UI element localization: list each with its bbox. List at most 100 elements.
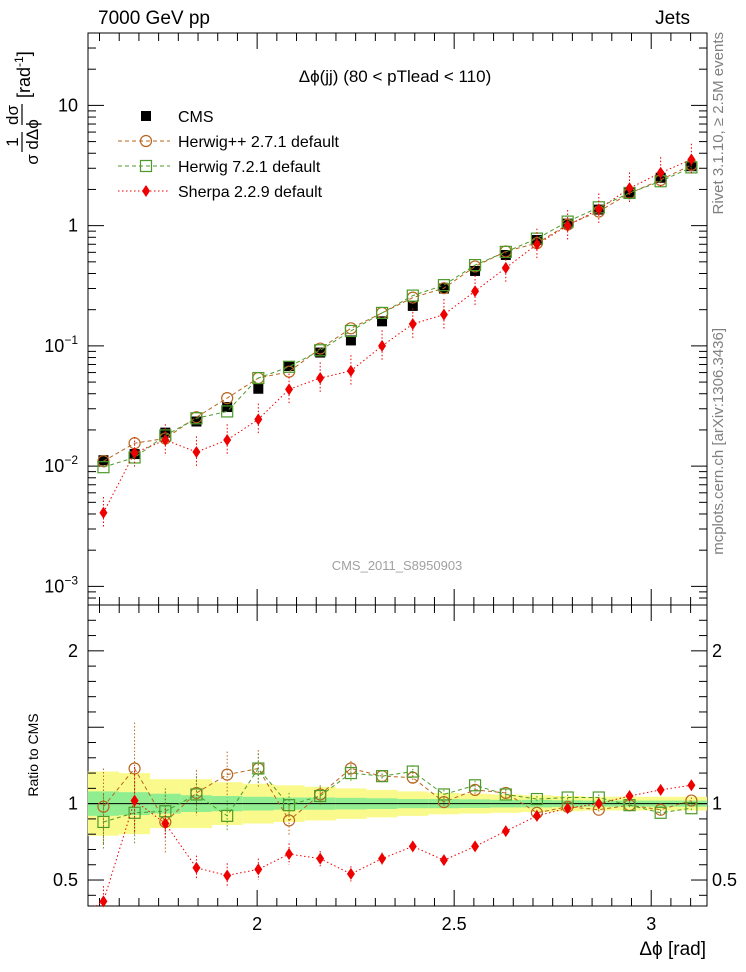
y-tick-label-base: 10 xyxy=(44,456,64,476)
main-plot-frame xyxy=(87,32,708,606)
ratio-point-sherpa-2-2-9-default xyxy=(99,895,108,908)
main-point-herwig-7-2-1-default xyxy=(499,245,512,258)
legend-label-herwig-7-2-1-default: Herwig 7.2.1 default xyxy=(178,159,321,176)
ratio-point-herwig-7-2-1-default xyxy=(252,762,265,775)
ratio-y-tick-label-right: 2 xyxy=(712,641,722,661)
y-tick-label: 10 xyxy=(58,95,78,115)
y-tick-label-base: 10 xyxy=(44,336,64,356)
main-point-cms xyxy=(253,383,264,394)
legend-marker-herwig-7-2-1-default xyxy=(139,159,153,173)
header-energy-label: 7000 GeV pp xyxy=(98,8,210,29)
ratio-point-herwig-7-2-1-default xyxy=(159,805,172,818)
main-point-herwig-7-2-1-default xyxy=(344,324,358,338)
ratio-point-sherpa-2-2-9-default xyxy=(625,789,634,802)
ratio-point-sherpa-2-2-9-default xyxy=(254,863,263,876)
ratio-point-herwig-7-2-1-default xyxy=(530,792,544,806)
ylabel-unit-close: ] xyxy=(14,51,34,56)
ratio-point-herwig-7-2-1-default xyxy=(190,788,203,801)
main-point-sherpa-2-2-9-default xyxy=(378,339,387,352)
main-point-sherpa-2-2-9-default xyxy=(532,238,541,251)
ylabel-one: 1 xyxy=(3,137,22,146)
ratio-point-sherpa-2-2-9-default xyxy=(223,869,232,882)
legend-marker-sherpa-2-2-9-default xyxy=(142,185,150,197)
y-tick-label-exp: −1 xyxy=(64,333,78,347)
legend-label-cms: CMS xyxy=(178,109,214,126)
main-point-cms xyxy=(315,347,326,358)
ratio-point-herwig-2-7-1-default xyxy=(221,768,234,781)
ratio-point-herwig-7-2-1-default xyxy=(685,802,698,815)
ratio-y-tick-label-left: 1 xyxy=(68,794,78,814)
main-point-sherpa-2-2-9-default xyxy=(346,364,355,377)
ylabel-unit: [rad-1] xyxy=(12,51,34,98)
main-point-cms xyxy=(345,335,356,346)
ratio-y-tick-label-left: 0.5 xyxy=(53,870,78,890)
legend-label-herwig-2-7-1-default: Herwig++ 2.7.1 default xyxy=(178,134,340,151)
main-point-sherpa-2-2-9-default xyxy=(563,219,572,232)
main-data-series xyxy=(97,143,698,529)
y-tick-label: 1 xyxy=(68,216,78,236)
side-rivet-label: Rivet 3.1.10, ≥ 2.5M events xyxy=(710,32,727,215)
ratio-line-herwig-7-2-1-default xyxy=(103,767,692,823)
main-point-sherpa-2-2-9-default xyxy=(254,413,263,426)
main-point-sherpa-2-2-9-default xyxy=(687,153,696,166)
ratio-point-herwig-7-2-1-default xyxy=(221,809,234,822)
ratio-point-sherpa-2-2-9-default xyxy=(439,854,448,867)
side-mcplots-label: mcplots.cern.ch [arXiv:1306.3436] xyxy=(710,328,727,555)
ratio-point-sherpa-2-2-9-default xyxy=(408,840,417,853)
main-point-herwig-7-2-1-default xyxy=(375,306,389,320)
main-point-sherpa-2-2-9-default xyxy=(285,383,294,396)
ratio-data-series xyxy=(95,722,698,908)
ratio-point-sherpa-2-2-9-default xyxy=(285,848,294,861)
ratio-point-sherpa-2-2-9-default xyxy=(161,817,170,830)
main-point-sherpa-2-2-9-default xyxy=(408,318,417,331)
ratio-point-herwig-7-2-1-default xyxy=(344,766,358,780)
main-point-cms xyxy=(222,402,233,413)
ratio-axis-ticks: 0.5 0.5 1 1 2 2 2 2.5 3 xyxy=(53,605,737,934)
main-point-herwig-7-2-1-default xyxy=(190,412,203,425)
ratio-point-sherpa-2-2-9-default xyxy=(594,797,603,810)
main-point-herwig-7-2-1-default xyxy=(282,360,296,373)
main-point-sherpa-2-2-9-default xyxy=(594,203,603,216)
x-tick-label: 2.5 xyxy=(442,914,467,934)
main-point-herwig-7-2-1-default xyxy=(468,258,482,272)
y-tick-label-base: 10 xyxy=(44,576,64,596)
ratio-y-axis-label: Ratio to CMS xyxy=(25,713,41,796)
ratio-point-herwig-7-2-1-default xyxy=(406,765,419,778)
legend-label-sherpa-2-2-9-default: Sherpa 2.2.9 default xyxy=(178,184,323,201)
ratio-point-herwig-7-2-1-default xyxy=(128,806,141,819)
main-point-sherpa-2-2-9-default xyxy=(223,433,232,446)
main-point-sherpa-2-2-9-default xyxy=(656,166,665,179)
main-y-axis-label: 1 σ dΔϕ dσ [rad-1] xyxy=(3,51,42,164)
main-point-cms xyxy=(500,249,511,260)
main-point-sherpa-2-2-9-default xyxy=(316,372,325,385)
ratio-point-sherpa-2-2-9-default xyxy=(316,852,325,865)
ratio-y-tick-label-right: 1 xyxy=(712,794,722,814)
ratio-point-sherpa-2-2-9-default xyxy=(532,809,541,822)
main-line-sherpa-2-2-9-default xyxy=(103,159,692,513)
ratio-point-herwig-7-2-1-default xyxy=(314,789,327,803)
main-point-sherpa-2-2-9-default xyxy=(439,308,448,321)
ratio-point-herwig-7-2-1-default xyxy=(97,815,110,829)
main-point-cms xyxy=(377,316,388,327)
x-tick-label: 3 xyxy=(646,914,656,934)
ratio-point-sherpa-2-2-9-default xyxy=(501,825,510,838)
watermark-label: CMS_2011_S8950903 xyxy=(332,558,463,573)
main-point-herwig-7-2-1-default xyxy=(252,371,265,385)
ratio-point-herwig-2-7-1-default xyxy=(437,796,451,809)
main-point-sherpa-2-2-9-default xyxy=(130,446,139,459)
ratio-point-sherpa-2-2-9-default xyxy=(656,783,665,796)
ylabel-dsigma: dσ xyxy=(3,105,22,125)
main-point-sherpa-2-2-9-default xyxy=(501,261,510,274)
ratio-point-herwig-7-2-1-default xyxy=(499,788,512,801)
ratio-point-sherpa-2-2-9-default xyxy=(378,852,387,865)
header-jets-label: Jets xyxy=(655,8,690,29)
y-tick-label-exp: −2 xyxy=(64,453,78,467)
ratio-point-sherpa-2-2-9-default xyxy=(563,802,572,815)
ratio-point-herwig-7-2-1-default xyxy=(654,806,667,819)
ratio-point-sherpa-2-2-9-default xyxy=(471,840,480,853)
main-point-herwig-7-2-1-default xyxy=(314,344,327,357)
ylabel-unit-exp: -1 xyxy=(12,56,26,67)
ratio-point-herwig-7-2-1-default xyxy=(468,779,482,792)
